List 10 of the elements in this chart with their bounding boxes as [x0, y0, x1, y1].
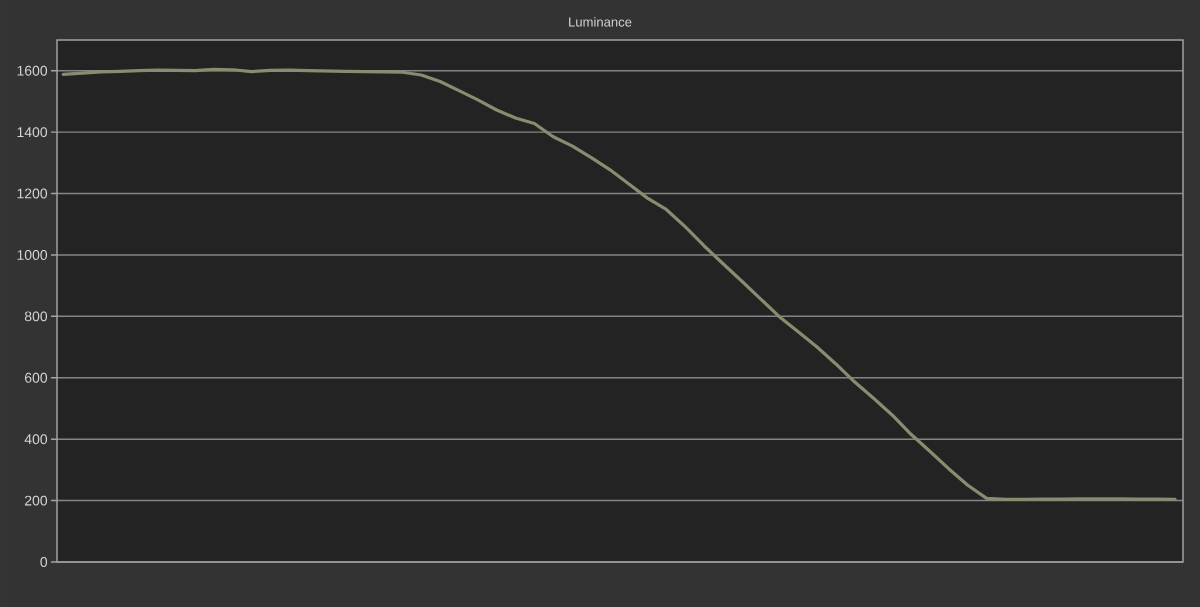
- y-tick-label: 400: [24, 434, 48, 445]
- chart-title: Luminance: [569, 17, 632, 27]
- y-tick-label: 800: [24, 311, 48, 322]
- y-tick-label: 1000: [17, 249, 48, 260]
- y-tick-label: 1200: [17, 188, 48, 199]
- y-tick-label: 1400: [17, 127, 48, 138]
- y-tick-label: 200: [24, 495, 48, 506]
- y-tick-label: 0: [40, 557, 48, 567]
- y-tick-label: 1600: [17, 65, 48, 76]
- y-tick-label: 600: [24, 372, 48, 383]
